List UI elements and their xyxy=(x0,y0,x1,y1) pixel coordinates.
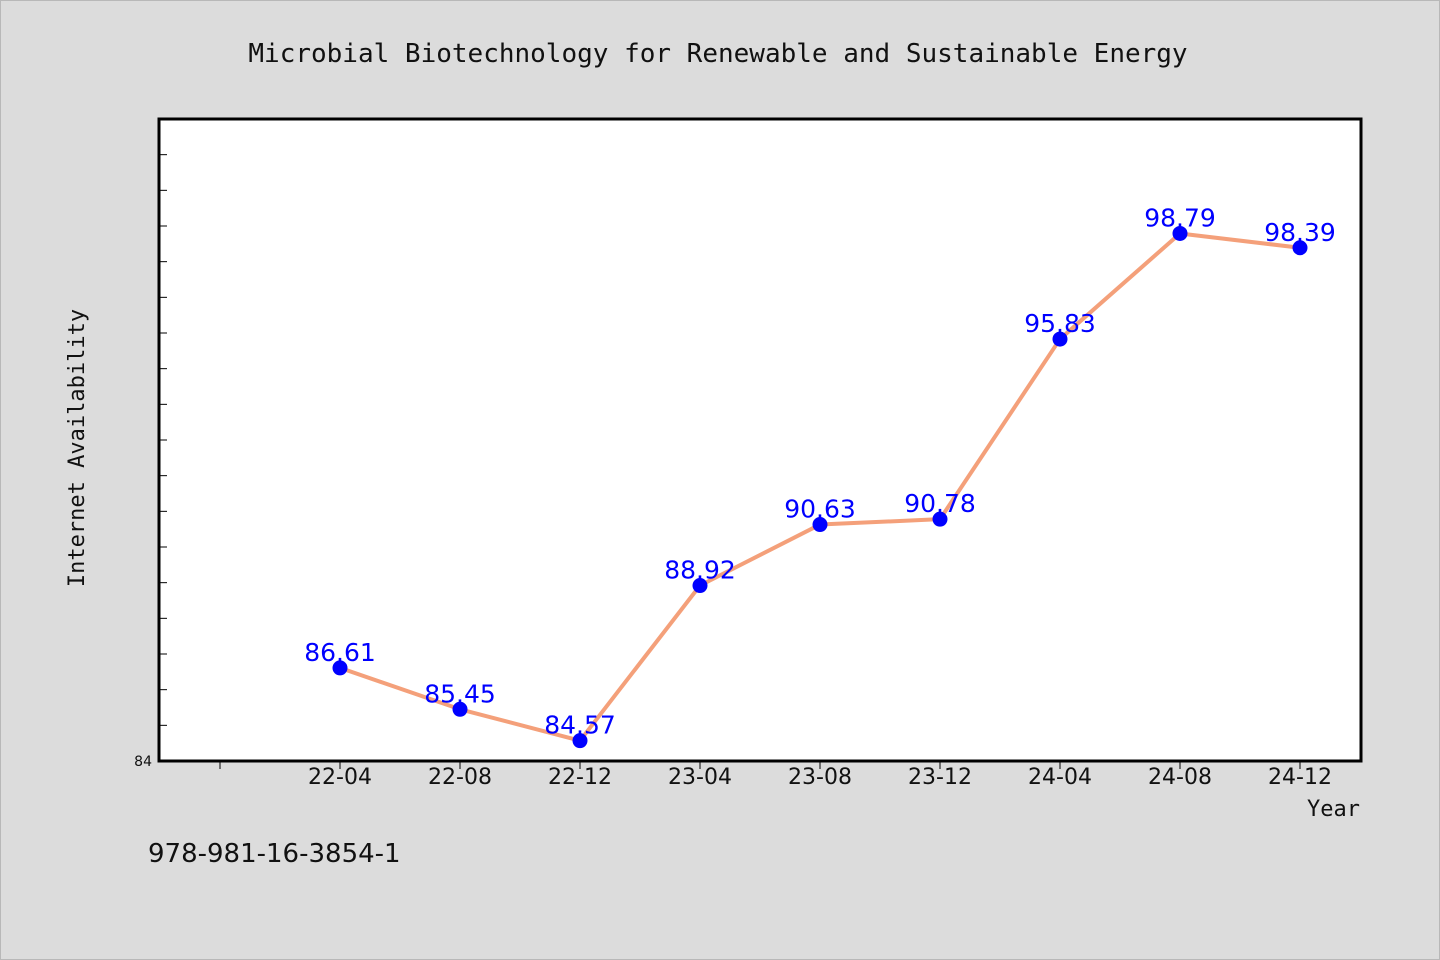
data-label: 88.92 xyxy=(664,556,736,585)
data-point xyxy=(1292,240,1308,256)
isbn-footer: 978-981-16-3854-1 xyxy=(148,839,401,869)
y-axis-label: Internet Availability xyxy=(65,309,90,587)
x-tick-label: 23-04 xyxy=(668,765,732,790)
data-label: 85.45 xyxy=(424,679,496,708)
data-point xyxy=(932,511,948,527)
x-axis-ticks: 22-04 22-08 22-12 23-04 23-08 23-12 24-04 24-08… xyxy=(219,761,1332,790)
x-tick-label: 23-12 xyxy=(908,765,972,790)
data-point xyxy=(1052,331,1068,347)
x-tick-label: 24-04 xyxy=(1028,765,1092,790)
data-point xyxy=(452,701,468,717)
data-label: 95.83 xyxy=(1024,309,1096,338)
data-point xyxy=(812,517,828,533)
chart-title: Microbial Biotechnology for Renewable an… xyxy=(248,39,1187,69)
x-tick-label: 24-08 xyxy=(1148,765,1212,790)
data-point xyxy=(692,578,708,594)
plot-area xyxy=(157,117,1363,763)
data-label: 98.39 xyxy=(1264,218,1336,247)
data-point xyxy=(1172,225,1188,241)
data-label: 86.61 xyxy=(304,638,376,667)
x-tick-label: 23-08 xyxy=(788,765,852,790)
x-tick-label: 22-04 xyxy=(308,765,372,790)
data-label: 98.79 xyxy=(1144,203,1216,232)
x-tick-label: 22-12 xyxy=(548,765,612,790)
y-axis-ticks xyxy=(159,154,167,726)
data-labels: 86.61 85.45 84.57 88.92 90.63 90.78 95.83 98.79… xyxy=(304,203,1336,739)
data-label: 90.63 xyxy=(784,495,856,524)
x-tick-label: 22-08 xyxy=(428,765,492,790)
data-point xyxy=(572,733,588,749)
data-label: 90.78 xyxy=(904,489,976,518)
data-point xyxy=(332,660,348,676)
data-markers xyxy=(332,225,1308,749)
x-axis-label: Year xyxy=(1307,797,1360,822)
x-tick-label: 24-12 xyxy=(1268,765,1332,790)
y-tick-label-min: 84 xyxy=(134,754,152,770)
data-label: 84.57 xyxy=(544,711,616,740)
